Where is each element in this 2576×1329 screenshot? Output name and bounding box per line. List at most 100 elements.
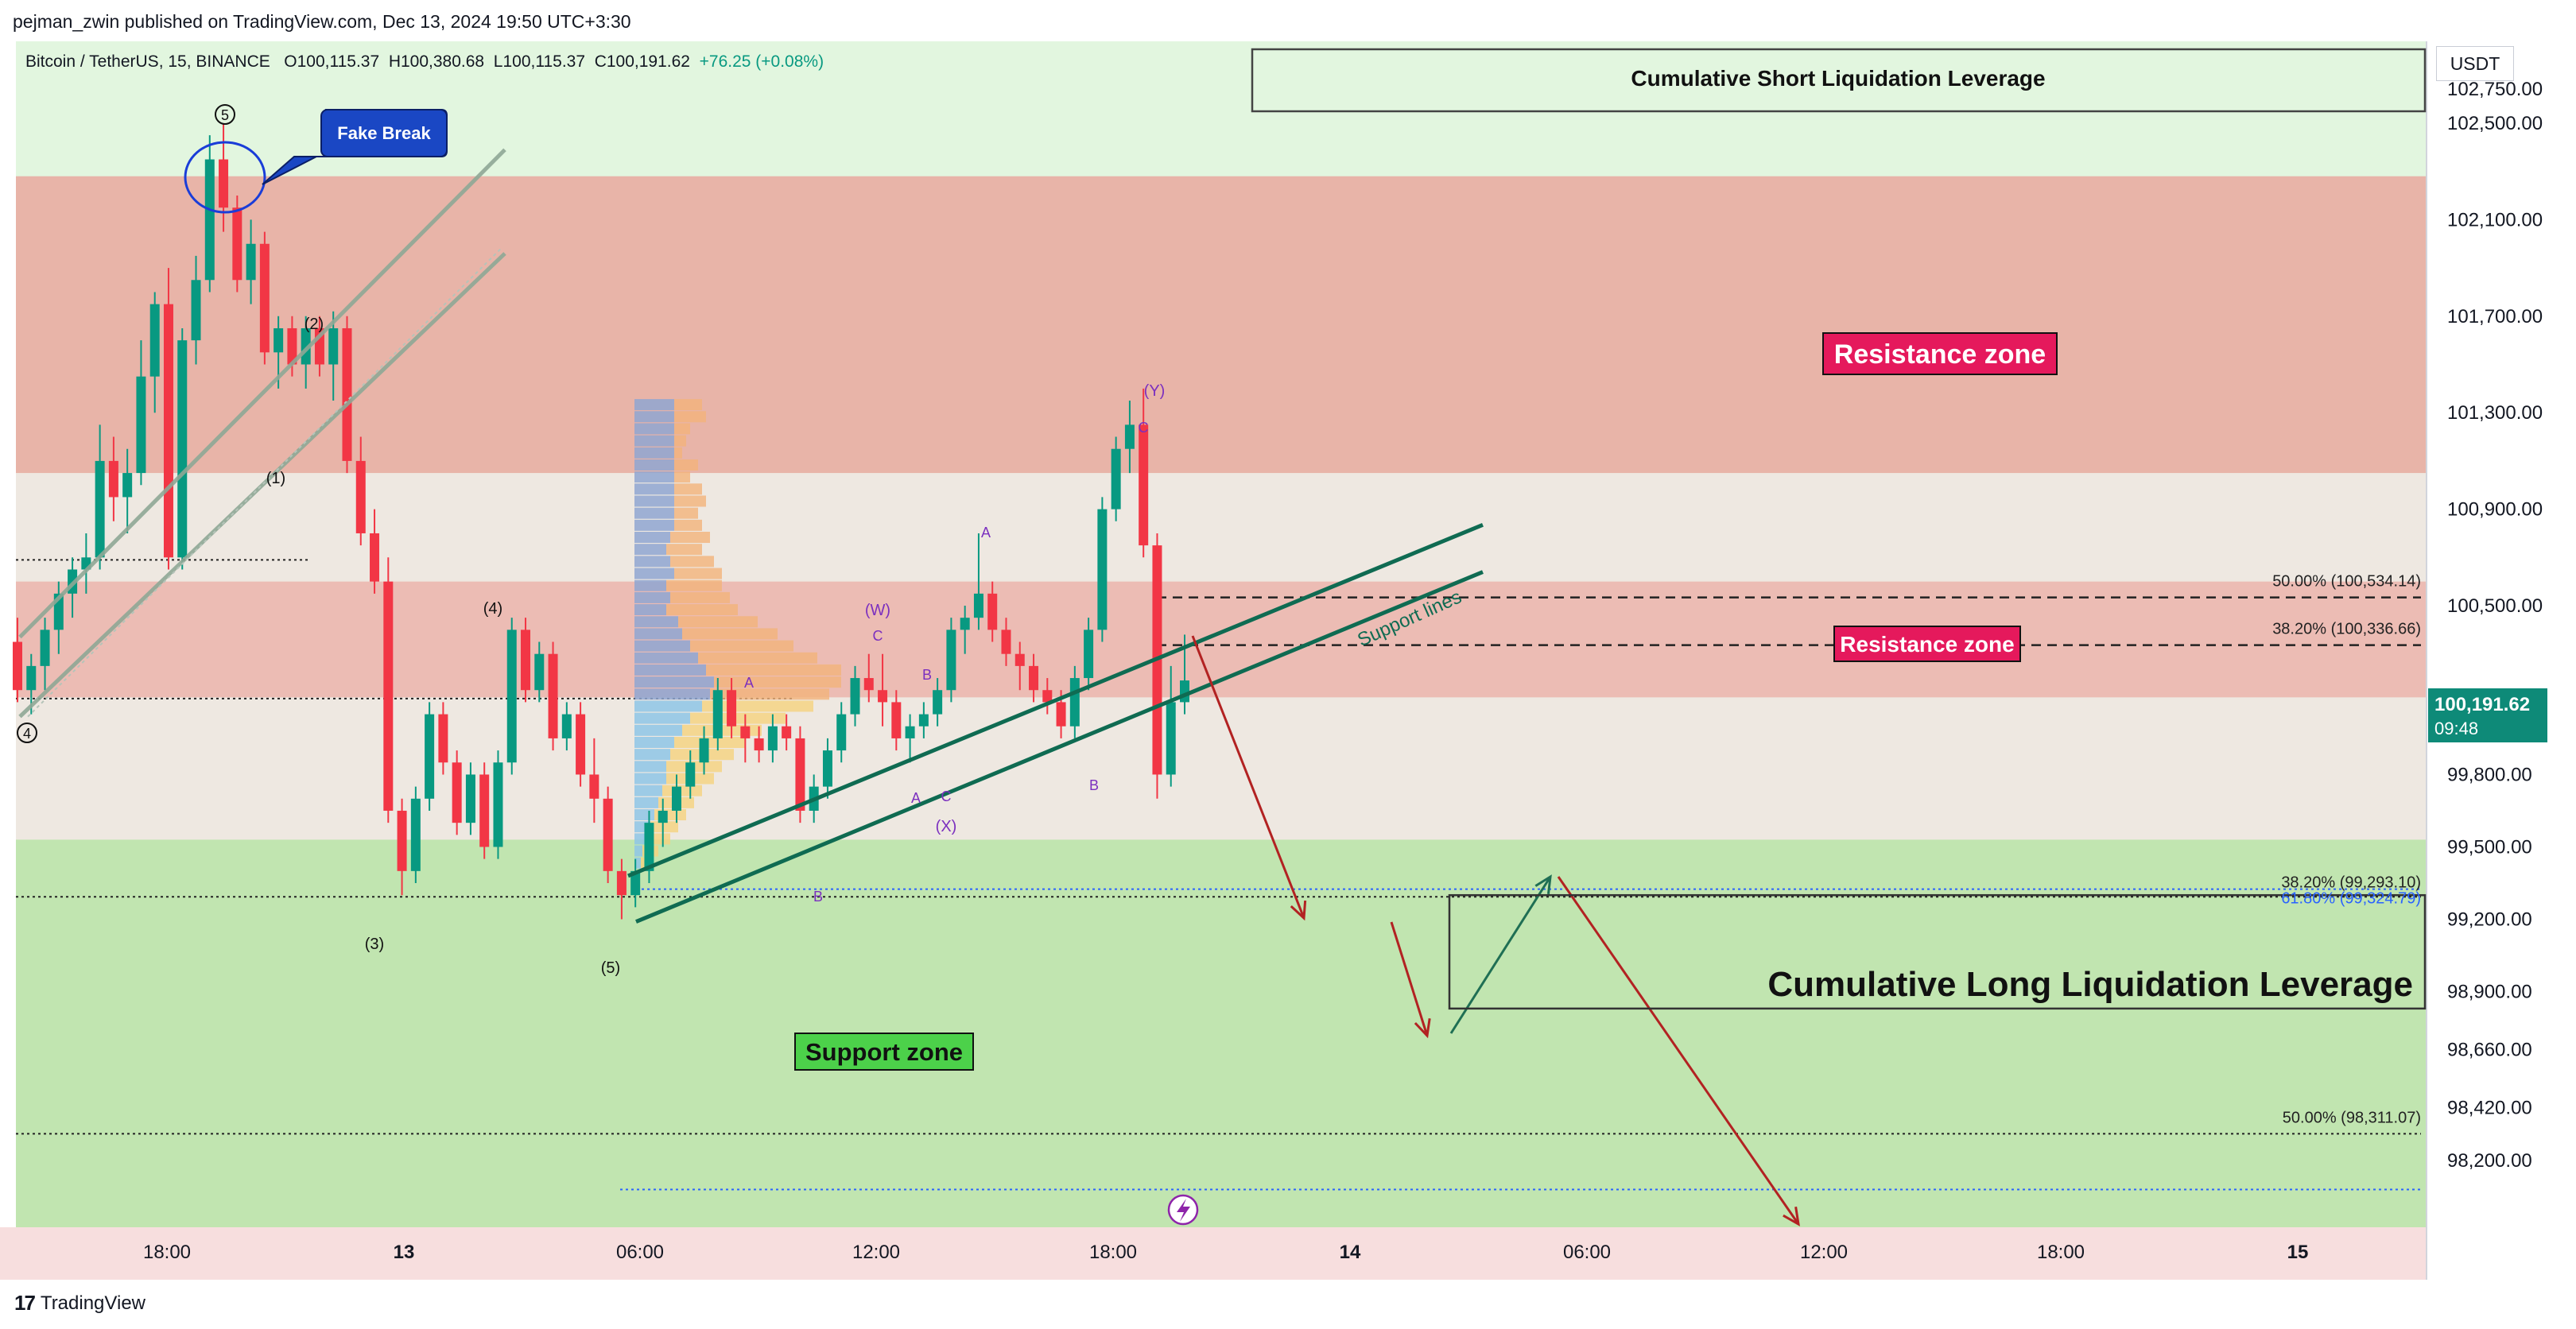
resistance-zone-label-lower: Resistance zone: [1840, 632, 2014, 657]
volume-profile-bar-down: [670, 532, 710, 544]
support-line-upper: [627, 523, 1484, 878]
volume-profile-bar-up: [634, 796, 658, 808]
candle-body: [163, 304, 173, 558]
candle-body: [479, 774, 490, 847]
wave-5-paren-label: (5): [601, 959, 620, 977]
support-zone-label-box: [794, 1033, 974, 1071]
volume-profile-bar-up: [634, 591, 670, 603]
volume-profile-bar-up: [634, 761, 666, 773]
candle-body: [204, 159, 215, 281]
projection-arrow-4-head: [1783, 1207, 1800, 1226]
candle-body: [878, 690, 888, 703]
currency-selector[interactable]: USDT: [2436, 46, 2514, 81]
candle-body: [630, 870, 641, 896]
candle-body: [1056, 702, 1066, 726]
candle-body: [122, 473, 133, 498]
candle-body: [370, 533, 380, 582]
short-liquidation-label: Cumulative Short Liquidation Leverage: [1631, 66, 2045, 91]
volume-profile-bar-down: [666, 544, 702, 556]
volume-profile-bar-up: [634, 736, 674, 748]
candle-body: [1014, 653, 1025, 666]
y-tick-label: 99,200.00: [2447, 909, 2532, 931]
volume-profile-bar-down: [670, 591, 730, 603]
tradingview-logo[interactable]: 17 TradingView: [14, 1291, 145, 1315]
candle-body: [987, 593, 998, 630]
y-tick-label: 98,900.00: [2447, 982, 2532, 1003]
volume-profile-bar-up: [634, 483, 674, 495]
volume-profile-bar-down: [682, 628, 778, 640]
volume-profile-bar-down: [690, 640, 793, 652]
volume-profile-bar-up: [634, 857, 641, 869]
fake-break-circle: [184, 141, 266, 214]
wave-5-label: 5: [221, 107, 229, 123]
volume-profile-bar-up: [634, 507, 674, 519]
wave-4-paren-label: (4): [483, 600, 502, 618]
candle-body: [973, 593, 983, 618]
projection-arrow-4: [1557, 876, 1800, 1225]
wave-a-label: A: [911, 790, 921, 806]
close-label: C: [594, 52, 607, 71]
volume-profile-bar-down: [674, 736, 746, 748]
symbol-name: Bitcoin / TetherUS, 15, BINANCE: [25, 52, 270, 71]
candle-body: [740, 726, 751, 738]
volume-profile-bar-up: [634, 712, 690, 724]
resistance-zone-label-upper-box: [1822, 332, 2058, 375]
volume-profile-bar-down: [674, 519, 702, 531]
volume-profile-bar-down: [674, 447, 682, 459]
wave-b-label: B: [813, 889, 823, 905]
price-axis-background: [2427, 41, 2576, 1280]
y-tick-label: 100,500.00: [2447, 595, 2543, 617]
volume-profile-bar-up: [634, 399, 674, 411]
candle-body: [905, 726, 915, 738]
lightning-icon: [1177, 1199, 1190, 1222]
volume-profile-bar-up: [634, 688, 710, 700]
volume-profile-bar-up: [634, 628, 682, 640]
candle-body: [576, 714, 586, 775]
candle-body: [767, 726, 778, 751]
candle-body: [850, 678, 860, 715]
candle-body: [1166, 702, 1176, 775]
volume-profile-bar-up: [634, 845, 642, 857]
resistance-zone-label-lower-box: [1833, 626, 2021, 662]
volume-profile-bar-up: [634, 773, 666, 785]
low-label: L: [493, 52, 503, 71]
change-value: +76.25 (+0.08%): [699, 52, 824, 71]
price-chart[interactable]: 50.00% (100,534.14) 38.20% (100,336.66) 38…: [0, 0, 2576, 1280]
volume-profile-bar-up: [634, 568, 674, 579]
candle-body: [191, 280, 201, 341]
volume-profile-bar-up: [634, 724, 682, 736]
candle-body: [891, 702, 902, 738]
candle-body: [410, 798, 421, 871]
volume-profile-bar-up: [634, 411, 674, 423]
volume-profile-bar-down: [678, 616, 758, 628]
candle-body: [506, 630, 517, 763]
volume-profile-bar-up: [634, 785, 662, 796]
y-tick-label: 101,300.00: [2447, 402, 2543, 424]
y-tick-label: 101,700.00: [2447, 306, 2543, 327]
labels: 50.00% (100,534.14) 38.20% (100,336.66) 38…: [17, 66, 2421, 1226]
volume-profile-bar-down: [650, 821, 678, 833]
candle-body: [26, 665, 37, 691]
candle-body: [274, 327, 284, 353]
candle-body: [136, 376, 146, 474]
wave-x-label: (X): [936, 818, 957, 835]
candle-body: [465, 774, 475, 823]
volume-profile-bar-up: [634, 519, 674, 531]
publisher-info: pejman_zwin published on TradingView.com…: [13, 11, 631, 32]
volume-profile-bar-down: [710, 688, 829, 700]
wave-b-label: B: [922, 667, 932, 683]
candle-body: [960, 618, 970, 630]
candle-body: [836, 714, 847, 751]
candle-body: [1069, 678, 1080, 726]
candle-body: [946, 630, 956, 691]
candle-body: [603, 798, 613, 871]
candle-body: [754, 738, 764, 751]
candle-body: [658, 810, 668, 823]
top-bar: pejman_zwin published on TradingView.com…: [0, 0, 2576, 41]
volume-profile-bar-down: [674, 423, 690, 435]
drawings: [18, 48, 2427, 1226]
candle-body: [1042, 690, 1053, 703]
channel-midline: [27, 248, 502, 718]
candle-body: [149, 304, 160, 377]
projection-arrow-1-head: [1290, 900, 1307, 921]
